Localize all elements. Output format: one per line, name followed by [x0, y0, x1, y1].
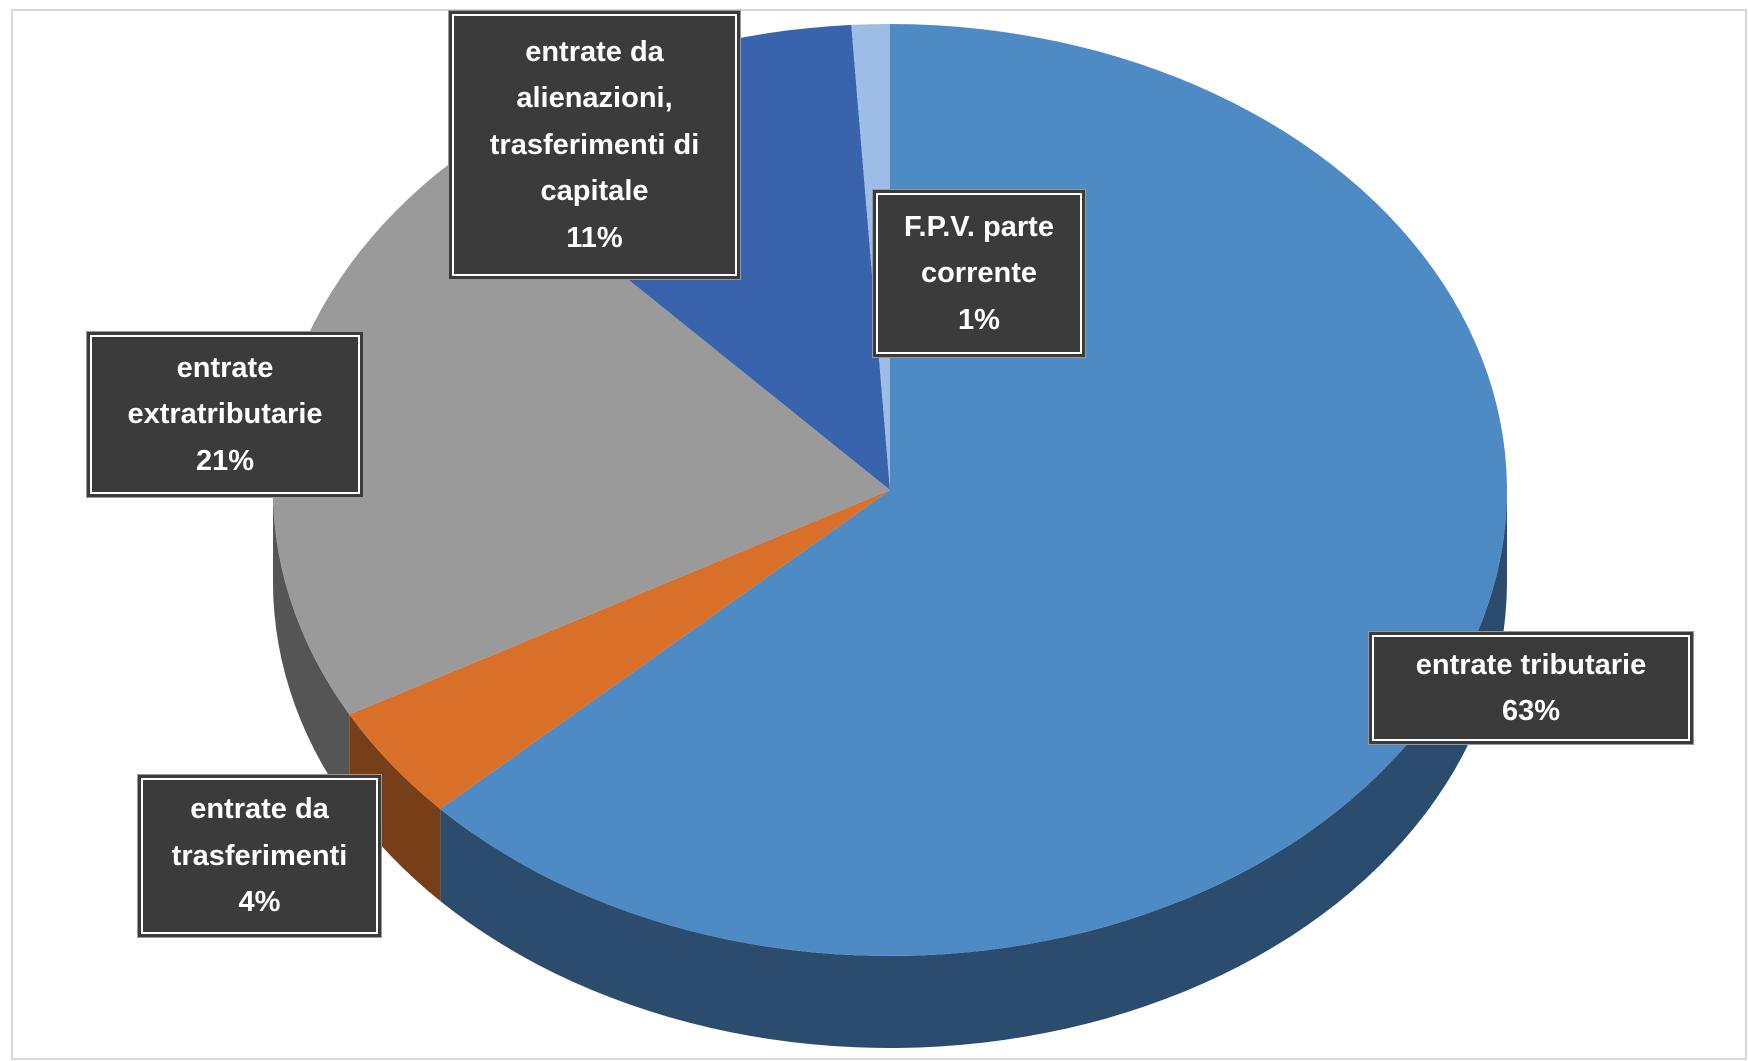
label-category: entrate extratributarie — [127, 351, 323, 431]
slice — [273, 150, 891, 715]
label-value: 11% — [566, 221, 623, 254]
label-category: entrate tributarie — [1415, 648, 1647, 681]
label-value: 21% — [195, 444, 255, 477]
data-label: entrate da trasferimenti 4% — [138, 775, 381, 937]
data-label: F.P.V. parte corrente 1% — [873, 190, 1085, 357]
slice — [851, 24, 890, 490]
label-value: 4% — [238, 886, 281, 919]
label-value: 1% — [958, 303, 1000, 336]
slice — [349, 490, 890, 809]
label-category: F.P.V. parte corrente — [904, 210, 1054, 290]
data-label: entrate tributarie 63% — [1369, 632, 1693, 744]
label-category: entrate da trasferimenti — [171, 793, 348, 872]
slice-side — [440, 490, 1508, 1048]
label-category: entrate da alienazioni, trasferimenti di… — [489, 36, 700, 208]
slice — [440, 24, 1508, 956]
slice-side — [349, 714, 441, 901]
slice-side — [273, 490, 350, 807]
data-label: entrate extratributarie 21% — [87, 332, 363, 497]
data-label: entrate da alienazioni, trasferimenti di… — [449, 11, 740, 279]
label-value: 63% — [1501, 695, 1561, 727]
